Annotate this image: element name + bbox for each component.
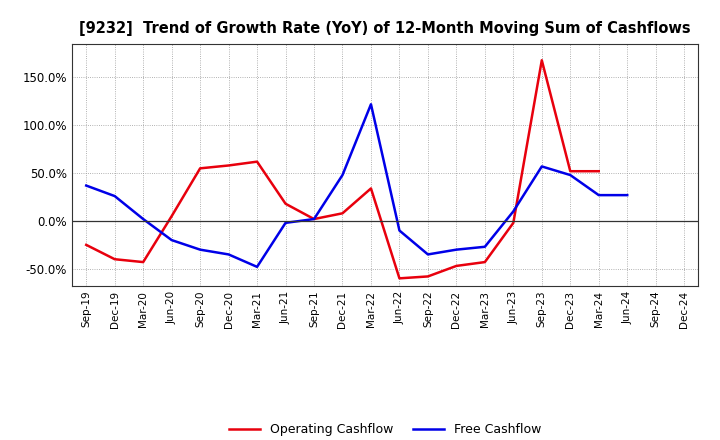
Operating Cashflow	[82, 242, 91, 248]
Legend: Operating Cashflow, Free Cashflow: Operating Cashflow, Free Cashflow	[224, 418, 546, 440]
Free Cashflow	[623, 192, 631, 198]
Title: [9232]  Trend of Growth Rate (YoY) of 12-Month Moving Sum of Cashflows: [9232] Trend of Growth Rate (YoY) of 12-…	[79, 21, 691, 36]
Operating Cashflow	[225, 163, 233, 168]
Operating Cashflow	[509, 220, 518, 226]
Operating Cashflow	[282, 201, 290, 206]
Free Cashflow	[253, 264, 261, 270]
Operating Cashflow	[537, 58, 546, 63]
Operating Cashflow	[423, 274, 432, 279]
Free Cashflow	[167, 238, 176, 243]
Operating Cashflow	[253, 159, 261, 164]
Operating Cashflow	[366, 186, 375, 191]
Free Cashflow	[509, 209, 518, 214]
Free Cashflow	[282, 220, 290, 226]
Line: Operating Cashflow: Operating Cashflow	[86, 60, 599, 279]
Operating Cashflow	[310, 216, 318, 222]
Free Cashflow	[225, 252, 233, 257]
Operating Cashflow	[480, 260, 489, 265]
Free Cashflow	[82, 183, 91, 188]
Operating Cashflow	[110, 257, 119, 262]
Free Cashflow	[196, 247, 204, 252]
Free Cashflow	[395, 228, 404, 233]
Free Cashflow	[310, 216, 318, 222]
Operating Cashflow	[452, 263, 461, 268]
Free Cashflow	[110, 194, 119, 199]
Line: Free Cashflow: Free Cashflow	[86, 104, 627, 267]
Free Cashflow	[537, 164, 546, 169]
Operating Cashflow	[566, 169, 575, 174]
Operating Cashflow	[595, 169, 603, 174]
Free Cashflow	[338, 172, 347, 178]
Free Cashflow	[480, 244, 489, 249]
Free Cashflow	[452, 247, 461, 252]
Free Cashflow	[139, 216, 148, 222]
Operating Cashflow	[139, 260, 148, 265]
Operating Cashflow	[395, 276, 404, 281]
Free Cashflow	[566, 172, 575, 178]
Free Cashflow	[366, 102, 375, 107]
Free Cashflow	[423, 252, 432, 257]
Operating Cashflow	[338, 211, 347, 216]
Free Cashflow	[595, 192, 603, 198]
Operating Cashflow	[196, 166, 204, 171]
Operating Cashflow	[167, 213, 176, 219]
